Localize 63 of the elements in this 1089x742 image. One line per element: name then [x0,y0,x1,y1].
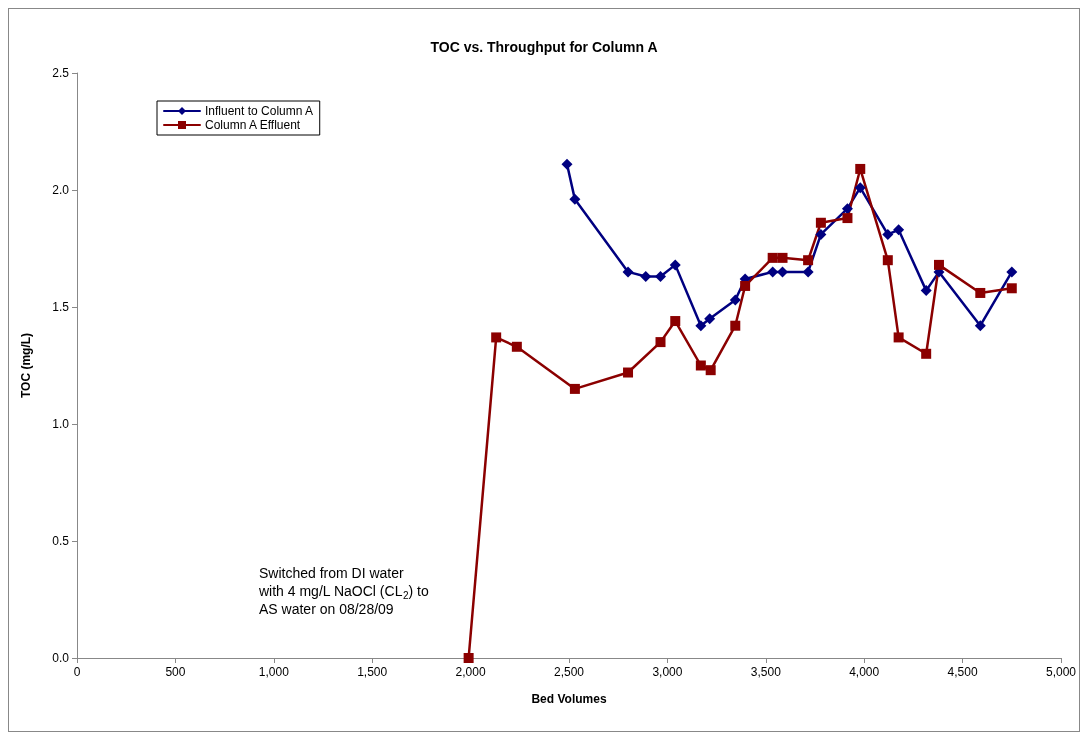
point [920,285,932,297]
x-tick-label: 500 [165,665,186,679]
x-tick-label: 0 [73,665,81,679]
point [704,313,716,325]
point [491,332,502,343]
point [975,287,986,298]
point [921,348,932,359]
x-tick-label: 4,500 [947,665,978,679]
point [974,320,986,332]
x-tick-label: 1,500 [357,665,388,679]
point [841,203,853,215]
point [569,383,580,394]
point [777,252,788,263]
x-tick-label: 2,500 [553,665,585,679]
point [1006,283,1017,294]
point [893,224,905,236]
y-tick-label: 2.5 [52,66,70,80]
point [815,228,827,240]
point [730,320,741,331]
point [511,341,522,352]
x-tick-label: 3,500 [750,665,782,679]
point [640,271,652,283]
point [705,365,716,376]
y-tick-label: 0.5 [52,534,70,548]
point [815,217,826,228]
point [1006,266,1018,278]
x-tick-label: 3,000 [652,665,683,679]
x-tick-label: 5,000 [1045,665,1077,679]
point [893,332,904,343]
point [695,320,707,332]
point [695,360,706,371]
point [802,266,814,278]
point [569,193,581,205]
point [655,271,666,283]
y-tick-label: 1.0 [52,417,70,431]
point [842,213,853,224]
point [803,255,814,266]
y-axis-title: TOC (mg/L) [19,332,33,399]
point [854,182,866,194]
point [670,316,681,327]
y-tick-label: 0.0 [52,651,70,665]
point [767,252,778,263]
x-tick-label: 4,000 [849,665,880,679]
x-tick-label: 1,000 [258,665,290,679]
y-tick-label: 2.0 [52,183,70,197]
point [882,255,893,266]
legend-label: Influent to Column A [205,104,314,118]
point [740,280,751,291]
point [933,259,944,270]
chart-title: TOC vs. Throughput for Column A [430,39,658,55]
point [729,294,741,306]
point [882,228,894,240]
point [669,259,681,271]
point [623,367,634,378]
point [463,653,474,663]
point [561,158,573,170]
point [655,337,666,348]
point [855,163,866,174]
x-tick-label: 2,000 [455,665,486,679]
x-axis-title: Bed Volumes [531,692,607,706]
legend-label: Column A Effluent [205,118,301,132]
y-tick-label: 1.5 [52,300,70,314]
point [622,266,634,278]
